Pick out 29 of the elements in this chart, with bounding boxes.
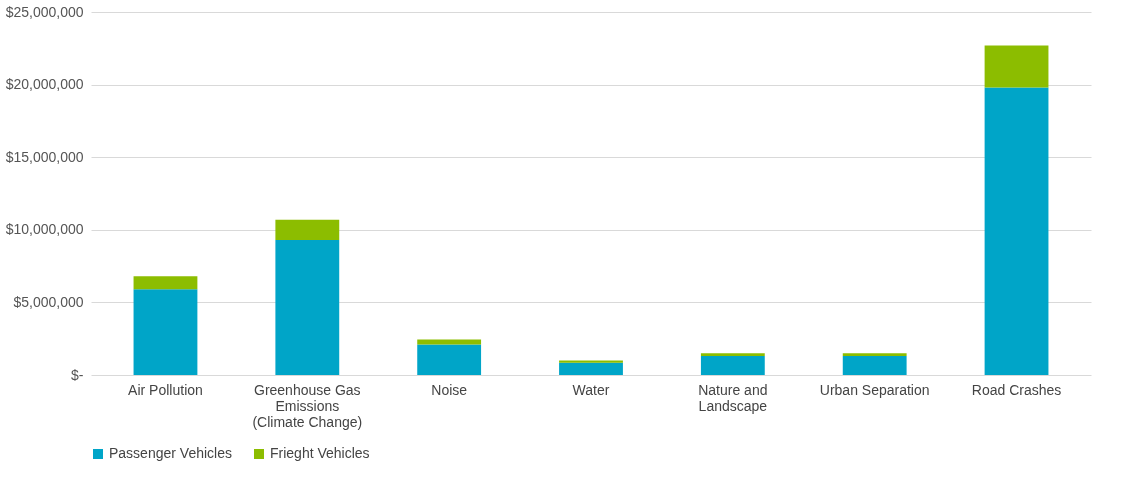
bar: [133, 289, 198, 375]
bar: [842, 356, 907, 375]
x-tick-label: Nature and Landscape: [698, 381, 768, 414]
x-tick-label: Water: [572, 381, 610, 398]
bar: [417, 344, 482, 375]
bar: [133, 276, 198, 290]
y-tick-label: $5,000,000: [13, 293, 84, 310]
bar: [700, 356, 765, 375]
y-tick-label: $10,000,000: [5, 221, 84, 238]
y-tick-label: $20,000,000: [5, 76, 84, 93]
bar: [842, 353, 907, 357]
legend-label: Frieght Vehicles: [270, 445, 370, 461]
x-tick-label: Greenhouse Gas Emissions (Climate Change): [252, 381, 363, 430]
bar: [417, 339, 482, 345]
bar: [275, 239, 340, 375]
y-tick-label: $25,000,000: [5, 3, 84, 20]
bar: [559, 362, 623, 375]
x-tick-label: Road Crashes: [971, 381, 1062, 398]
bar: [700, 353, 765, 357]
bar: [275, 219, 340, 240]
x-tick-label: Noise: [431, 381, 468, 398]
x-tick-label: Air Pollution: [128, 381, 203, 398]
y-tick-label: $15,000,000: [5, 148, 84, 165]
bar: [984, 87, 1049, 375]
y-tick-label: $-: [71, 366, 84, 383]
bar: [559, 360, 623, 363]
bar: [984, 45, 1049, 88]
legend-label: Passenger Vehicles: [109, 445, 232, 461]
x-tick-label: Urban Separation: [819, 381, 930, 398]
